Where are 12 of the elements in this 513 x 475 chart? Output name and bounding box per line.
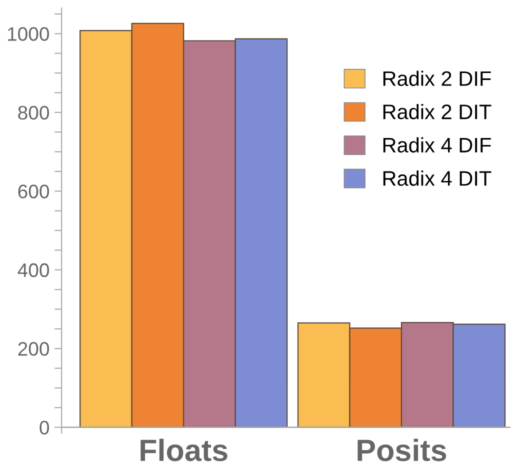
y-tick-label: 600 [18, 184, 49, 198]
legend-label: Radix 4 DIF [383, 137, 491, 153]
y-tick-label: 400 [18, 263, 49, 278]
y-tick-label: 200 [18, 342, 49, 356]
legend-label: Radix 2 DIF [383, 70, 491, 86]
y-tick-label: 0 [40, 420, 49, 435]
legend-label: Radix 2 DIT [383, 104, 492, 120]
y-tick-label: 800 [18, 106, 49, 120]
y-tick-label: 1000 [8, 27, 49, 41]
x-tick-label: Posits [358, 438, 446, 462]
x-tick-label: Floats [140, 438, 228, 462]
legend-label: Radix 4 DIT [383, 170, 492, 186]
